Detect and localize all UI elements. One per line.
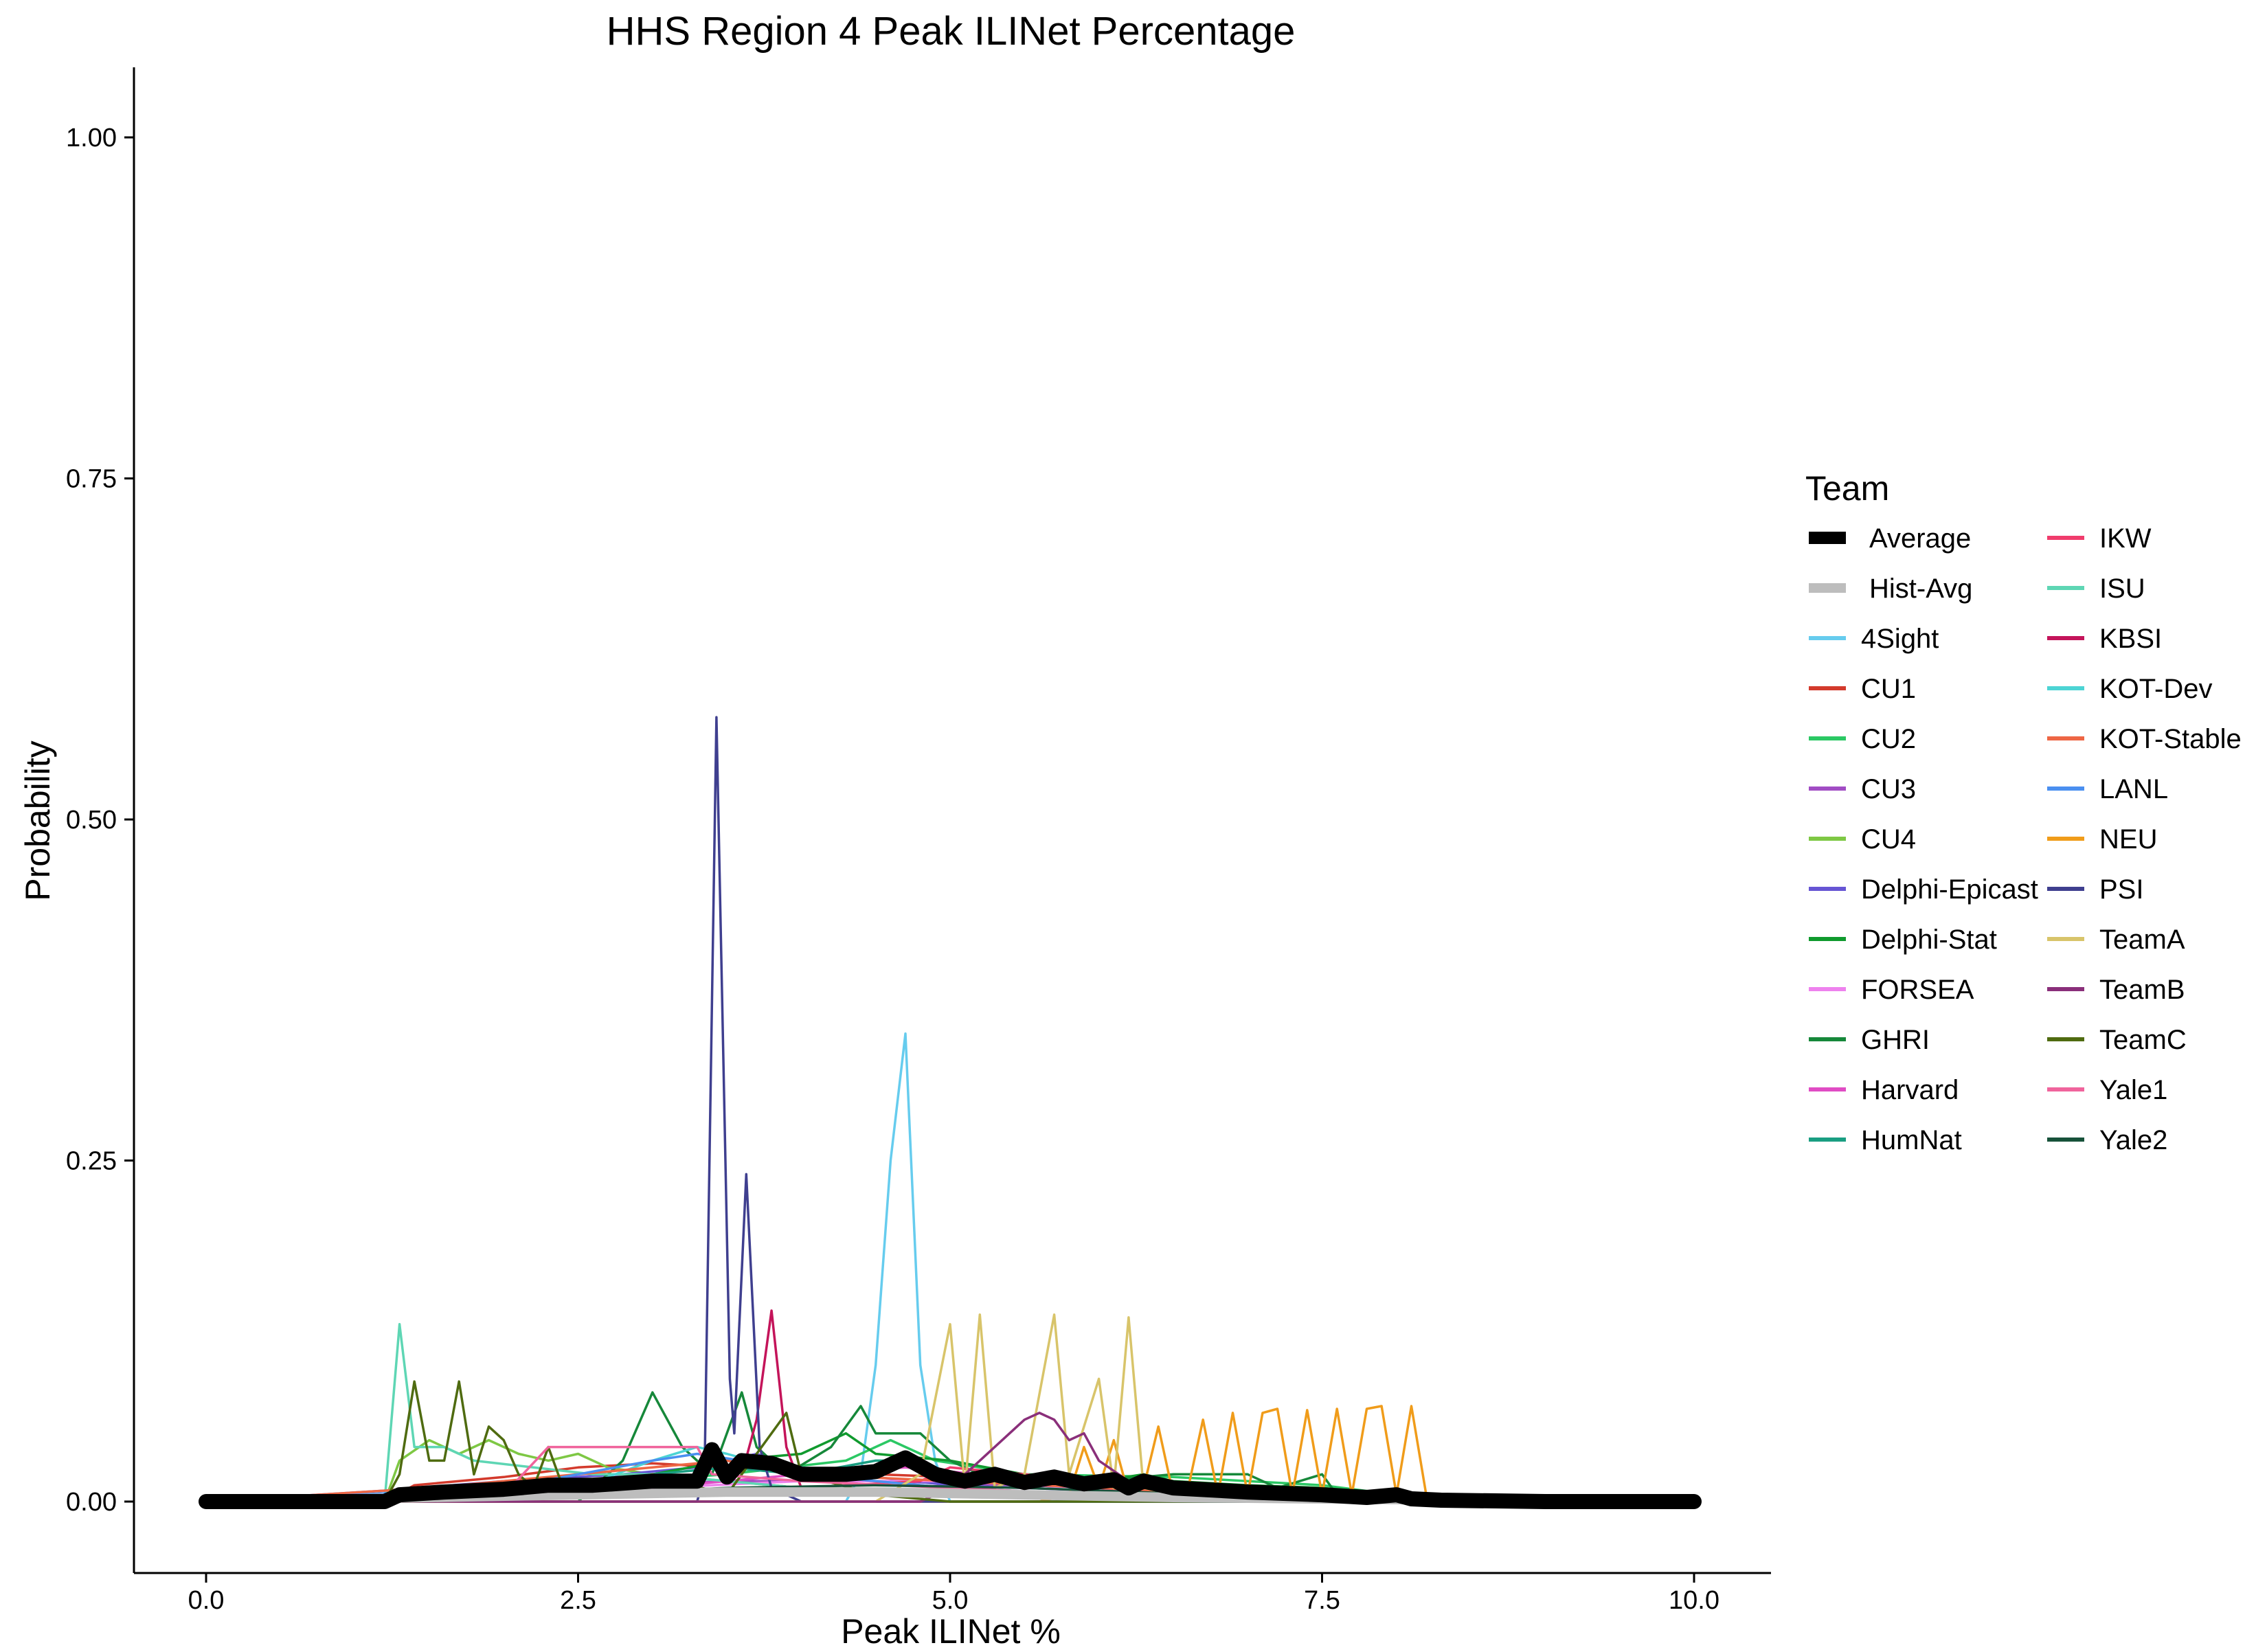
legend-items: Average Hist-Avg 4Sight CU1 CU2 CU3 CU4 Delphi-… <box>1809 523 2242 1155</box>
legend-label-neu: NEU <box>2099 824 2157 855</box>
y-tick-label: 1.00 <box>66 124 117 152</box>
legend-label-kot-dev: KOT-Dev <box>2099 674 2212 704</box>
legend-label-ikw: IKW <box>2099 523 2152 554</box>
legend-label-humnat: HumNat <box>1861 1125 1962 1155</box>
legend-label-delphi-stat: Delphi-Stat <box>1861 925 1997 955</box>
x-tick-label: 5.0 <box>932 1586 969 1615</box>
x-tick-label: 7.5 <box>1304 1586 1340 1615</box>
legend-label-cu4: CU4 <box>1861 824 1916 855</box>
x-tick-label: 10.0 <box>1669 1586 1719 1615</box>
legend-label-teama: TeamA <box>2099 925 2185 955</box>
x-tick-label: 0.0 <box>188 1586 225 1615</box>
legend-label-lanl: LANL <box>2099 774 2168 804</box>
legend-label-psi: PSI <box>2099 874 2143 905</box>
y-tick-label: 0.00 <box>66 1488 117 1517</box>
legend: Team Average Hist-Avg 4Sight CU1 CU2 CU3 CU4 De… <box>1805 469 2242 1155</box>
legend-label-kot-stable: KOT-Stable <box>2099 724 2242 754</box>
x-axis-title: Peak ILINet % <box>841 1612 1061 1649</box>
x-ticks: 0.0 2.5 5.0 7.5 10.0 <box>188 1573 1719 1615</box>
legend-label-4sight: 4Sight <box>1861 624 1939 654</box>
legend-label-ghri: GHRI <box>1861 1025 1930 1055</box>
legend-label-cu3: CU3 <box>1861 774 1916 804</box>
legend-label-cu2: CU2 <box>1861 724 1916 754</box>
y-axis-title: Probability <box>19 740 57 901</box>
legend-label-kbsi: KBSI <box>2099 624 2162 654</box>
legend-label-forsea: FORSEA <box>1861 975 1974 1005</box>
legend-label-harvard: Harvard <box>1861 1075 1959 1105</box>
legend-label-delphi-epicast: Delphi-Epicast <box>1861 874 2038 905</box>
legend-label-teamc: TeamC <box>2099 1025 2187 1055</box>
y-tick-label: 0.50 <box>66 806 117 835</box>
series-line-psi <box>205 716 1695 1503</box>
legend-label-yale2: Yale2 <box>2099 1125 2167 1155</box>
y-ticks: 0.00 0.25 0.50 0.75 1.00 <box>66 124 134 1517</box>
y-tick-label: 0.75 <box>66 465 117 494</box>
legend-label-average: Average <box>1869 523 1971 554</box>
legend-label-yale1: Yale1 <box>2099 1075 2167 1105</box>
plot-lines <box>199 716 1702 1509</box>
series-line-average <box>199 1442 1702 1509</box>
legend-label-hist-avg: Hist-Avg <box>1869 574 1972 604</box>
legend-label-isu: ISU <box>2099 574 2145 604</box>
x-tick-label: 2.5 <box>560 1586 596 1615</box>
chart-title: HHS Region 4 Peak ILINet Percentage <box>607 9 1296 54</box>
legend-title: Team <box>1805 469 1889 508</box>
legend-label-cu1: CU1 <box>1861 674 1916 704</box>
series-line-4sight <box>205 1032 1695 1503</box>
y-tick-label: 0.25 <box>66 1147 117 1176</box>
legend-label-teamb: TeamB <box>2099 975 2185 1005</box>
